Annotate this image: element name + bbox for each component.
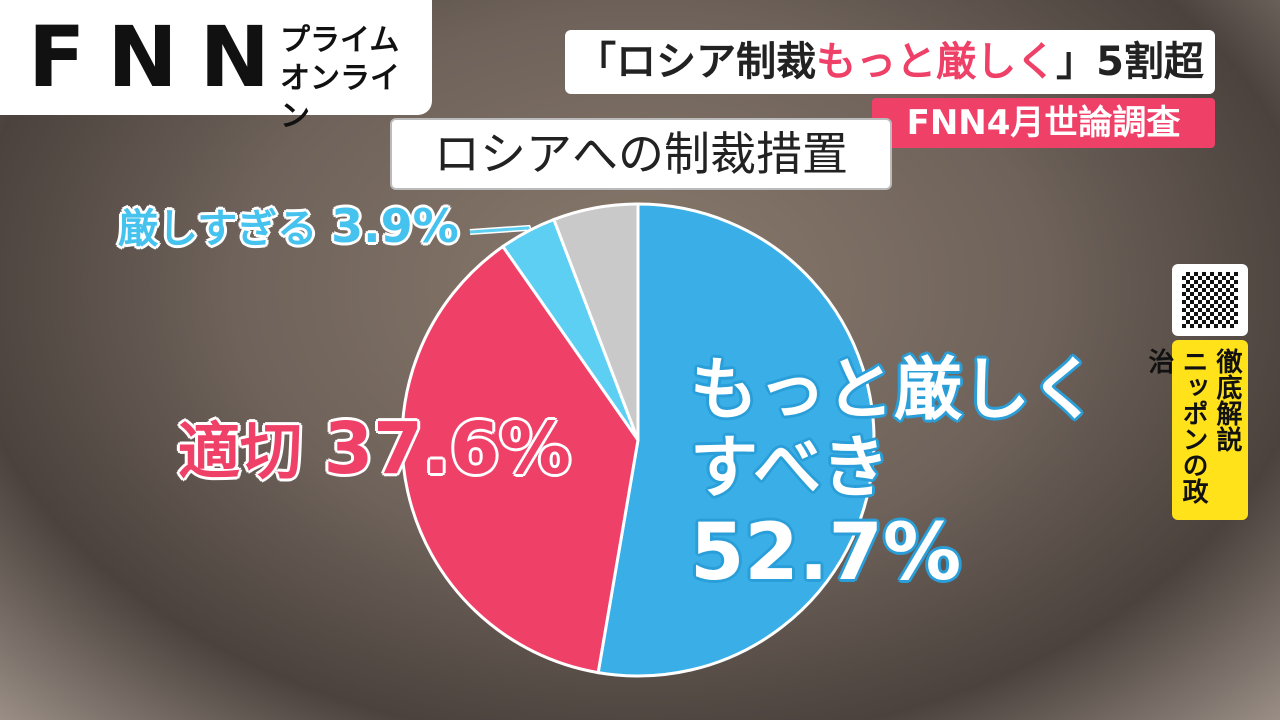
qr [1182,272,1238,328]
category-label: もっと厳しくすべき [690,351,1099,509]
logo: FNN [28,8,292,106]
category-label: 適切 [178,415,303,488]
value-label: 52.7% [690,507,962,599]
category-label: 厳しすぎる [118,206,318,252]
headline-part: 」5割超 [1056,39,1204,85]
source: FNN4月世論調査 [872,98,1215,148]
slice-label: 適切 37.6% [178,408,638,490]
badge: 徹底解説 ニッポンの政治 [1144,340,1248,520]
badge-line: 徹底解説 [1212,348,1242,452]
value-label: 37.6% [323,407,571,490]
slice-label: もっと厳しくすべき 52.7% [690,351,1130,599]
pie-slice [596,202,876,678]
chart-title: ロシアへの制裁措置 [390,118,892,190]
headline-part: もっと厳しく [816,39,1057,85]
service: プライムオンライン [280,23,400,134]
qr-code [1172,264,1248,336]
headline-part: 「ロシア制裁 [576,39,817,85]
badge-line: ニッポンの政治 [1144,348,1208,504]
pie-slice [551,202,640,441]
value-label: 3.9% [331,199,459,253]
headline: 「ロシア制裁もっと厳しく」5割超 [565,30,1215,94]
pie-slice [400,244,640,675]
logo-panel: FNN プライムオンライン [0,0,432,134]
slice-label: 厳しすぎる 3.9% [118,200,498,253]
